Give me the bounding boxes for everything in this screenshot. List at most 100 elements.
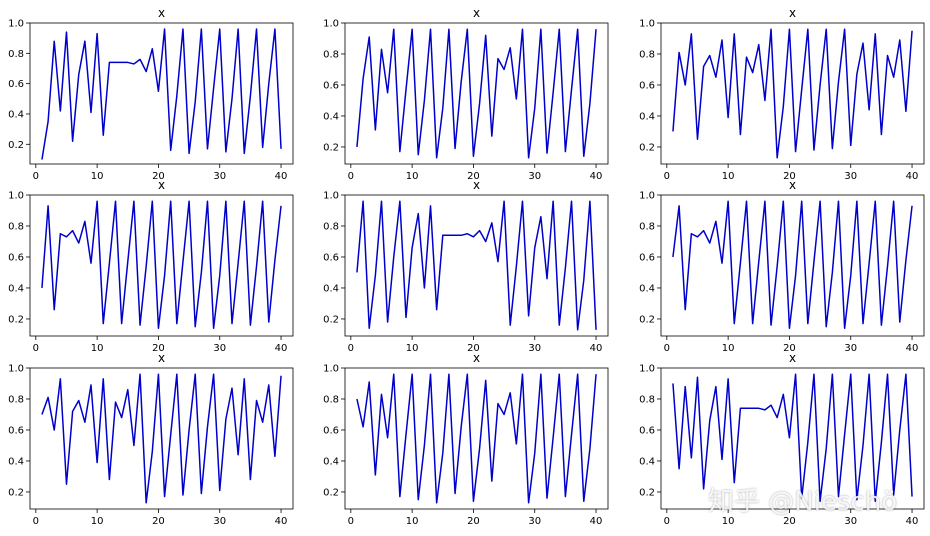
x-tick-label: 40 — [275, 516, 288, 527]
subplot-3: x 0 10 20 30 40 0.2 0.4 0.6 0.8 1.0 — [639, 6, 925, 182]
series-line — [356, 373, 597, 504]
y-tick-label: 0.8 — [639, 49, 655, 60]
x-tick-label: 30 — [213, 343, 226, 354]
x-tick-label: 0 — [348, 171, 354, 182]
series-line — [356, 200, 597, 331]
series-line — [672, 200, 913, 329]
y-tick-label: 0.2 — [323, 487, 339, 498]
y-tick-label: 0.6 — [323, 252, 339, 263]
x-tick-label: 40 — [590, 343, 603, 354]
x-tick-label: 40 — [906, 343, 919, 354]
y-tick-label: 0.8 — [323, 49, 339, 60]
x-tick-label: 30 — [528, 516, 541, 527]
x-tick-label: 40 — [906, 516, 919, 527]
subplot-title: x — [473, 178, 480, 192]
x-tick-label: 20 — [152, 171, 165, 182]
y-tick-label: 0.2 — [323, 142, 339, 153]
subplot-title: x — [473, 6, 480, 20]
subplot-title: x — [473, 351, 480, 365]
subplot-title: x — [158, 178, 165, 192]
x-tick-label: 0 — [348, 516, 354, 527]
axes-frame — [660, 367, 925, 510]
subplot-title: x — [789, 6, 796, 20]
x-tick-label: 10 — [406, 343, 419, 354]
x-tick-label: 10 — [91, 171, 104, 182]
y-tick-label: 0.6 — [8, 425, 24, 436]
y-tick-label: 1.0 — [639, 364, 655, 375]
y-tick-label: 0.6 — [323, 425, 339, 436]
subplot-title: x — [789, 178, 796, 192]
y-tick-label: 0.4 — [323, 456, 339, 467]
axes-frame — [29, 22, 294, 165]
y-tick-label: 0.8 — [8, 394, 24, 405]
series-line — [672, 28, 913, 159]
series-line — [41, 28, 282, 160]
y-tick-label: 0.6 — [8, 79, 24, 90]
x-tick-label: 30 — [844, 171, 857, 182]
subplot-title: x — [158, 351, 165, 365]
subplot-title: x — [158, 6, 165, 20]
x-tick-label: 0 — [664, 516, 670, 527]
subplot-4: x 0 10 20 30 40 0.2 0.4 0.6 0.8 1.0 — [8, 178, 294, 354]
y-tick-label: 1.0 — [323, 364, 339, 375]
x-tick-label: 0 — [33, 171, 39, 182]
subplot-1: x 0 10 20 30 40 0.2 0.4 0.6 0.8 1.0 — [8, 6, 294, 182]
y-tick-label: 0.6 — [8, 252, 24, 263]
y-tick-label: 0.8 — [323, 221, 339, 232]
axes-frame — [29, 367, 294, 510]
y-tick-label: 0.2 — [639, 142, 655, 153]
x-tick-label: 20 — [467, 516, 480, 527]
x-tick-label: 10 — [406, 516, 419, 527]
y-tick-label: 0.2 — [8, 140, 24, 151]
series-line — [356, 28, 597, 159]
x-tick-label: 40 — [275, 343, 288, 354]
x-tick-label: 30 — [528, 343, 541, 354]
x-tick-label: 0 — [33, 343, 39, 354]
x-tick-label: 20 — [152, 343, 165, 354]
y-tick-label: 0.2 — [639, 314, 655, 325]
y-tick-label: 0.2 — [8, 487, 24, 498]
y-tick-label: 0.4 — [639, 456, 655, 467]
y-tick-label: 0.8 — [8, 221, 24, 232]
x-tick-label: 40 — [590, 516, 603, 527]
x-tick-label: 20 — [783, 343, 796, 354]
x-tick-label: 30 — [844, 343, 857, 354]
series-line — [672, 373, 913, 502]
y-tick-label: 1.0 — [639, 19, 655, 30]
axes-frame — [660, 22, 925, 165]
subplot-2: x 0 10 20 30 40 0.2 0.4 0.6 0.8 1.0 — [323, 6, 609, 182]
y-tick-label: 0.6 — [639, 425, 655, 436]
x-tick-label: 40 — [275, 171, 288, 182]
subplot-6: x 0 10 20 30 40 0.2 0.4 0.6 0.8 1.0 — [639, 178, 925, 354]
subplot-8: x 0 10 20 30 40 0.2 0.4 0.6 0.8 1.0 — [323, 351, 609, 527]
y-tick-label: 1.0 — [8, 19, 24, 30]
x-tick-label: 10 — [406, 171, 419, 182]
axes-frame — [344, 22, 609, 165]
x-tick-label: 40 — [590, 171, 603, 182]
y-tick-label: 0.4 — [639, 111, 655, 122]
x-tick-label: 20 — [783, 171, 796, 182]
y-tick-label: 0.6 — [639, 80, 655, 91]
axes-frame — [660, 194, 925, 337]
axes-frame — [344, 194, 609, 337]
x-tick-label: 10 — [722, 516, 735, 527]
y-tick-label: 0.8 — [323, 394, 339, 405]
subplot-5: x 0 10 20 30 40 0.2 0.4 0.6 0.8 1.0 — [323, 178, 609, 354]
series-line — [41, 200, 282, 329]
x-tick-label: 20 — [467, 171, 480, 182]
x-tick-label: 20 — [467, 343, 480, 354]
subplot-title: x — [789, 351, 796, 365]
x-tick-label: 0 — [664, 171, 670, 182]
x-tick-label: 10 — [722, 171, 735, 182]
y-tick-label: 1.0 — [8, 191, 24, 202]
y-tick-label: 1.0 — [323, 191, 339, 202]
y-tick-label: 0.4 — [8, 283, 24, 294]
y-tick-label: 0.6 — [639, 252, 655, 263]
x-tick-label: 30 — [213, 171, 226, 182]
x-tick-label: 30 — [844, 516, 857, 527]
y-tick-label: 1.0 — [323, 19, 339, 30]
x-tick-label: 10 — [91, 516, 104, 527]
y-tick-label: 0.4 — [323, 111, 339, 122]
x-tick-label: 0 — [664, 343, 670, 354]
